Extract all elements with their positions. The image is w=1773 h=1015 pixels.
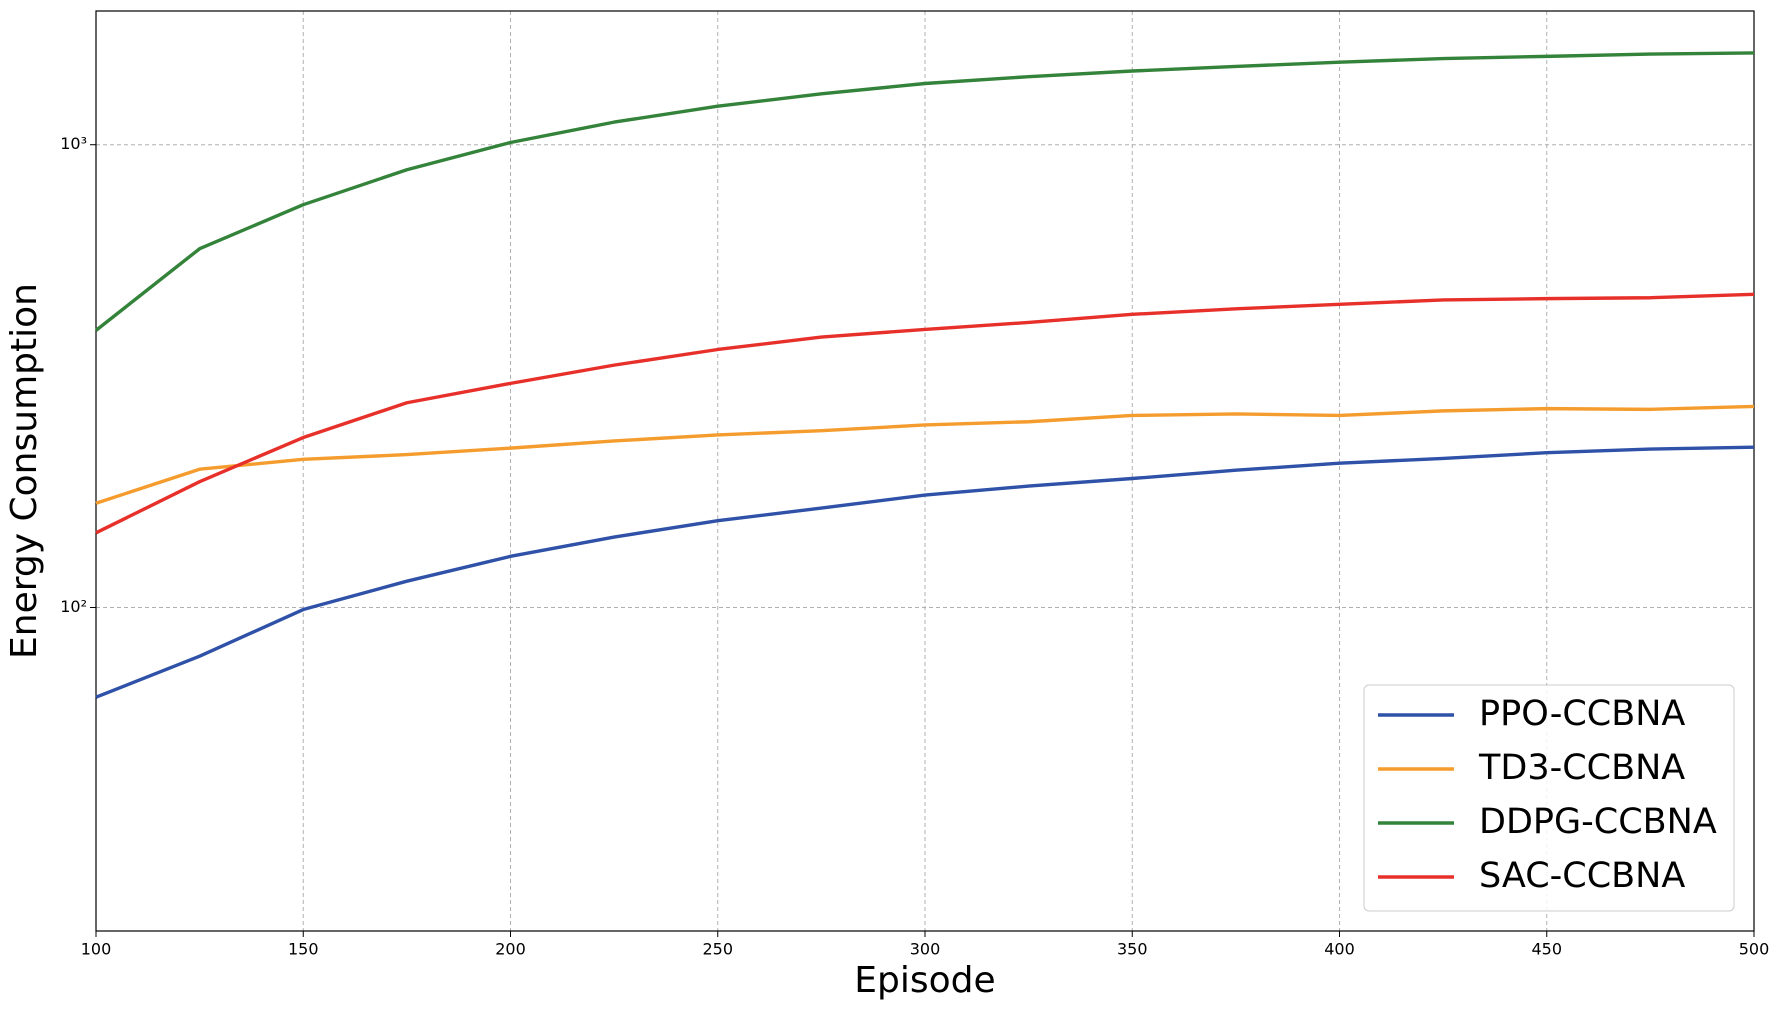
x-tick-label: 500 [1739,940,1770,959]
y-axis-label: Energy Consumption [4,283,45,659]
x-tick-label: 450 [1531,940,1562,959]
y-tick-label: 10³ [60,134,87,153]
y-tick-label: 10² [60,597,87,616]
plot-frame [95,10,1755,932]
x-tick-label: 350 [1117,940,1148,959]
legend-label: PPO-CCBNA [1479,694,1685,734]
legend-label: TD3-CCBNA [1478,748,1685,788]
x-tick-label: 200 [495,940,526,959]
series-line [94,51,1755,332]
x-tick-label: 250 [702,940,733,959]
x-tick-label: 100 [81,940,112,959]
series-line [95,404,1755,505]
legend-label: DDPG-CCBNA [1479,802,1717,842]
x-tick-label: 400 [1324,940,1355,959]
x-tick-label: 150 [288,940,319,959]
legend: PPO-CCBNA TD3-CCBNA DDPG-CCBNA SAC-CCBNA [1363,684,1735,912]
legend-label: SAC-CCBNA [1479,856,1685,896]
series-line [95,292,1755,535]
x-axis-label: Episode [854,960,995,1001]
series-line [95,445,1755,699]
x-tick-label: 300 [910,940,941,959]
legend-box [1363,684,1735,912]
